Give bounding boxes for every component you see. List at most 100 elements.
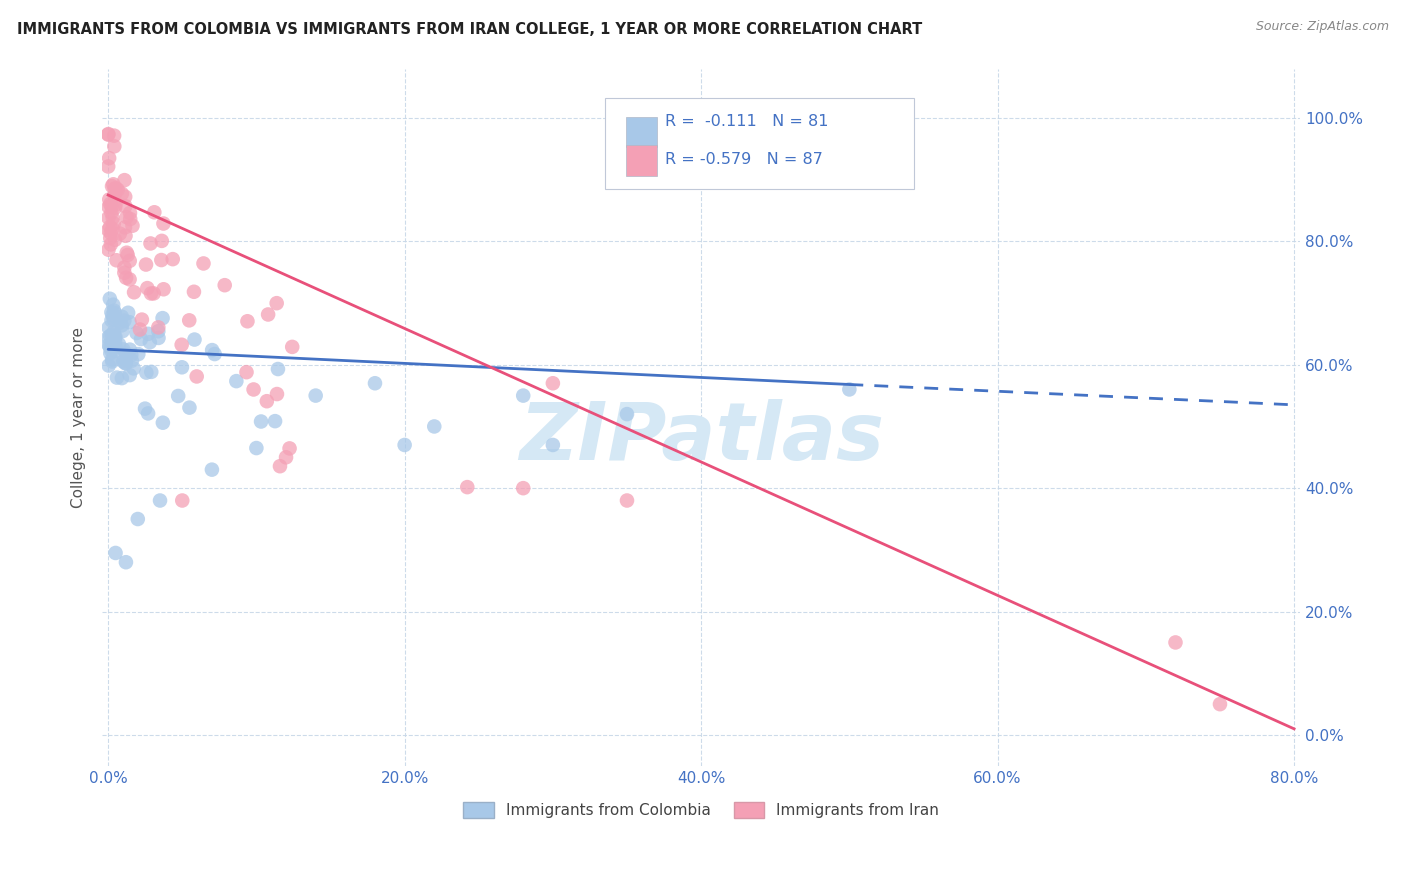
Point <box>101 338 124 352</box>
Text: R = -0.579   N = 87: R = -0.579 N = 87 <box>665 152 823 167</box>
Point <box>112 266 135 280</box>
Point <box>98 340 121 354</box>
Point <box>103 188 125 202</box>
Point <box>97 223 120 237</box>
Point <box>118 343 141 357</box>
Point <box>97 359 120 373</box>
Point <box>100 313 122 327</box>
Point <box>162 252 184 267</box>
Point <box>101 211 124 225</box>
Point <box>98 346 121 360</box>
Point <box>101 327 124 342</box>
Point <box>186 369 208 384</box>
Point <box>98 292 121 306</box>
Point <box>114 228 136 243</box>
Point <box>108 227 131 241</box>
Point <box>112 260 135 275</box>
Point <box>136 406 159 420</box>
Point <box>114 190 136 204</box>
Point <box>118 368 141 383</box>
Point <box>214 278 236 293</box>
Point <box>121 353 143 368</box>
Point <box>131 312 153 326</box>
Point <box>114 173 136 187</box>
Point <box>107 183 129 197</box>
Point <box>122 285 145 300</box>
Point <box>97 160 120 174</box>
Point <box>235 365 257 379</box>
Point <box>170 337 193 351</box>
Point <box>111 186 134 201</box>
Point <box>98 197 121 211</box>
Point <box>97 200 120 214</box>
Point <box>114 199 136 213</box>
Point <box>104 334 127 349</box>
Point <box>256 394 278 409</box>
Point <box>541 376 564 391</box>
Point <box>117 306 139 320</box>
Point <box>98 231 121 245</box>
Point <box>97 243 120 257</box>
Point <box>115 555 138 569</box>
Point <box>170 360 193 375</box>
Text: R =  -0.111   N = 81: R = -0.111 N = 81 <box>665 114 828 129</box>
Point <box>423 419 446 434</box>
Point <box>104 331 127 345</box>
Point <box>115 352 138 367</box>
Point <box>117 248 139 262</box>
Point <box>97 320 120 334</box>
Point <box>127 347 149 361</box>
Point <box>139 335 162 350</box>
Point <box>152 416 174 430</box>
Point <box>115 270 138 285</box>
Point <box>225 374 247 388</box>
Point <box>118 253 141 268</box>
Point <box>172 493 194 508</box>
Point <box>120 348 142 362</box>
Point <box>98 193 121 207</box>
Point <box>129 332 152 346</box>
Point <box>103 312 125 326</box>
Point <box>104 181 127 195</box>
Point <box>148 331 170 345</box>
Point <box>114 356 136 370</box>
Point <box>114 220 136 235</box>
Point <box>139 286 162 301</box>
Point <box>97 127 120 141</box>
Point <box>143 205 166 219</box>
Point <box>257 308 280 322</box>
Point <box>100 237 122 252</box>
Point <box>115 356 138 370</box>
Point <box>120 212 142 227</box>
Point <box>111 310 134 324</box>
Point <box>104 329 127 343</box>
Point <box>105 370 128 384</box>
Point <box>201 343 224 357</box>
Point <box>134 401 156 416</box>
Point <box>242 383 264 397</box>
Text: ZIPatlas: ZIPatlas <box>519 399 883 477</box>
Point <box>179 401 201 415</box>
Point <box>269 459 291 474</box>
Point <box>266 296 288 310</box>
Point <box>1164 635 1187 649</box>
Point <box>100 305 122 319</box>
Point <box>135 258 157 272</box>
Point <box>104 546 127 560</box>
Point <box>150 234 173 248</box>
Text: Source: ZipAtlas.com: Source: ZipAtlas.com <box>1256 20 1389 33</box>
Point <box>136 326 159 341</box>
Point <box>179 313 201 327</box>
Point <box>111 371 134 385</box>
Point <box>364 376 387 391</box>
Point <box>98 219 121 234</box>
Text: IMMIGRANTS FROM COLOMBIA VS IMMIGRANTS FROM IRAN COLLEGE, 1 YEAR OR MORE CORRELA: IMMIGRANTS FROM COLOMBIA VS IMMIGRANTS F… <box>17 22 922 37</box>
Point <box>111 318 134 333</box>
Point <box>204 347 226 361</box>
Point <box>98 151 121 165</box>
Point <box>136 281 159 295</box>
Point <box>1209 697 1232 711</box>
Point <box>104 341 127 355</box>
Point <box>97 338 120 352</box>
Point <box>103 128 125 143</box>
